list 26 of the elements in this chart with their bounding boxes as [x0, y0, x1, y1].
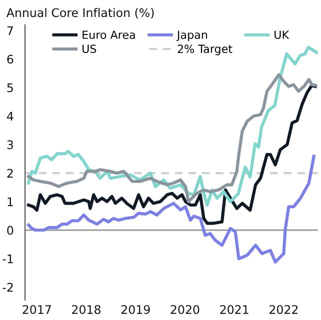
- line-series: [26, 84, 317, 225]
- x-tick-label: 2022: [270, 305, 298, 314]
- legend-label: UK: [274, 30, 290, 39]
- y-tick-label: 3: [7, 140, 13, 150]
- x-tick-label: 2019: [121, 305, 150, 314]
- y-tick-label: 4: [6, 112, 14, 121]
- x-tick-label: 2021: [220, 305, 248, 314]
- y-tick-label: 0: [7, 226, 14, 235]
- x-tick-label: 2017: [22, 305, 51, 314]
- line-series: [26, 154, 316, 264]
- y-tick-label: 2: [7, 168, 13, 178]
- legend-label: Japan: [176, 30, 208, 42]
- x-tick-label: 2020: [170, 305, 200, 314]
- legend-label: 2% Target: [178, 44, 232, 56]
- y-tick-label: 7: [7, 26, 13, 35]
- y-tick-label: -1: [2, 254, 13, 264]
- y-tick-label: -2: [2, 282, 13, 292]
- y-tick-label: 6: [7, 54, 14, 64]
- legend-label: Euro Area: [82, 30, 135, 39]
- x-tick-label: 2018: [72, 305, 100, 314]
- chart-title: Annual Core Inflation (%): [6, 8, 154, 19]
- line-series: [26, 73, 317, 204]
- y-tick-label: 5: [7, 83, 13, 92]
- legend-label: US: [82, 44, 96, 54]
- y-tick-label: 1: [8, 197, 13, 206]
- line-series: [26, 46, 318, 207]
